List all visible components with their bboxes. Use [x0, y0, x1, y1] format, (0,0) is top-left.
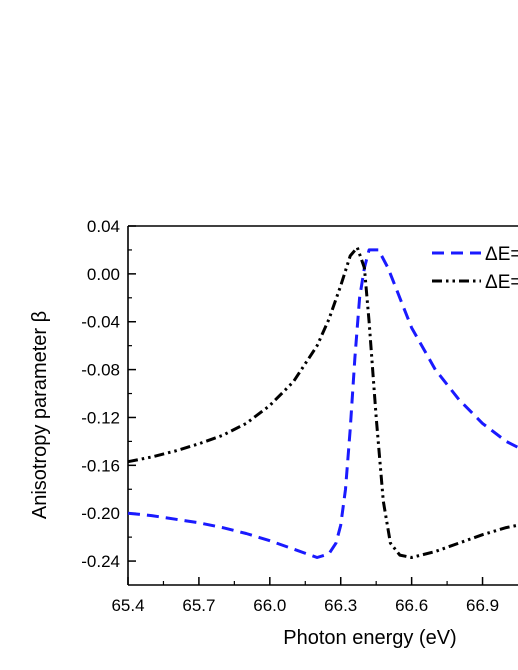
y-axis-label: Anisotropy parameter β — [29, 311, 51, 519]
x-axis-ticks: 65.4 65.7 66.0 66.3 66.6 66.9 — [111, 577, 499, 615]
series-1-line — [127, 248, 518, 559]
legend: ΔE= ΔE= — [432, 244, 518, 293]
y-tick-label: 0.04 — [87, 217, 120, 236]
series-2-line — [127, 246, 518, 559]
y-tick-label: -0.24 — [81, 552, 120, 571]
x-tick-label: 66.6 — [395, 596, 428, 615]
y-tick-label: -0.20 — [81, 504, 120, 523]
legend-label-2: ΔE= — [485, 272, 518, 293]
y-axis-ticks: 0.04 0.00 -0.04 -0.08 -0.12 -0.16 -0.20 -0.24 — [81, 217, 136, 571]
series-layer — [127, 246, 518, 559]
x-tick-label: 66.9 — [466, 596, 499, 615]
x-tick-label: 65.7 — [182, 596, 215, 615]
legend-label-1: ΔE= — [485, 244, 518, 265]
y-tick-label: -0.04 — [81, 313, 120, 332]
x-tick-label: 66.0 — [253, 596, 286, 615]
y-tick-label: -0.12 — [81, 408, 120, 427]
plot-frame — [127, 225, 518, 586]
x-tick-label: 65.4 — [111, 596, 144, 615]
y-tick-label: -0.08 — [81, 361, 120, 380]
x-tick-label: 66.3 — [324, 596, 357, 615]
y-tick-label: 0.00 — [87, 265, 120, 284]
y-tick-label: -0.16 — [81, 456, 120, 475]
x-axis-label: Photon energy (eV) — [283, 627, 456, 649]
